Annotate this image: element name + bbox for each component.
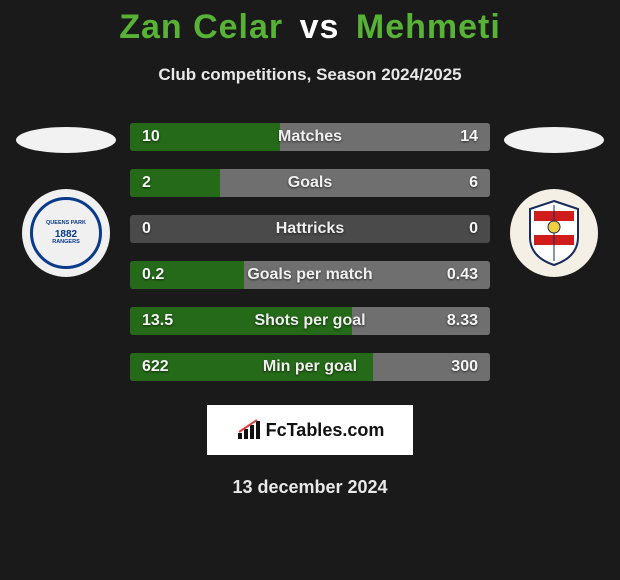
badge-year: 1882	[55, 229, 77, 240]
stat-label: Matches	[130, 123, 490, 151]
vs-text: vs	[300, 8, 340, 46]
stat-bar: Min per goal622 300	[130, 353, 490, 381]
stat-bar: Shots per goal13.5 8.33	[130, 307, 490, 335]
stat-value-left: 2	[142, 169, 151, 197]
stat-label: Hattricks	[130, 215, 490, 243]
stat-label: Min per goal	[130, 353, 490, 381]
stat-value-left: 10	[142, 123, 160, 151]
player2-ellipse	[504, 127, 604, 153]
content-row: QUEENS PARK 1882 RANGERS Matches10 14 Goal…	[0, 123, 620, 381]
stat-value-left: 0.2	[142, 261, 164, 289]
player1-club-badge: QUEENS PARK 1882 RANGERS	[22, 189, 110, 277]
fctables-logo-icon	[236, 419, 264, 441]
stat-bar: Goals per match0.2 0.43	[130, 261, 490, 289]
stat-bar: Goals2 6	[130, 169, 490, 197]
stat-value-right: 0	[469, 215, 478, 243]
footer-brand-box: FcTables.com	[207, 405, 413, 455]
stat-label: Shots per goal	[130, 307, 490, 335]
stat-bar: Hattricks0 0	[130, 215, 490, 243]
comparison-title: Zan Celar vs Mehmeti	[119, 8, 501, 47]
footer-brand-text: FcTables.com	[266, 420, 385, 441]
player1-name: Zan Celar	[119, 8, 283, 46]
stat-value-right: 14	[460, 123, 478, 151]
stat-value-right: 0.43	[447, 261, 478, 289]
stat-value-left: 0	[142, 215, 151, 243]
stats-column: Matches10 14 Goals2 6 Hattricks0 0 Goals per m…	[130, 123, 490, 381]
stat-value-right: 6	[469, 169, 478, 197]
subtitle: Club competitions, Season 2024/2025	[158, 65, 461, 85]
stat-value-left: 622	[142, 353, 169, 381]
left-column: QUEENS PARK 1882 RANGERS	[16, 123, 116, 277]
date-text: 13 december 2024	[232, 477, 387, 498]
stat-label: Goals per match	[130, 261, 490, 289]
badge-text-bottom: RANGERS	[52, 240, 80, 246]
player1-ellipse	[16, 127, 116, 153]
stat-value-right: 8.33	[447, 307, 478, 335]
crest-icon	[524, 199, 584, 267]
stat-bar: Matches10 14	[130, 123, 490, 151]
badge-text-top: QUEENS PARK	[46, 221, 86, 227]
stat-label: Goals	[130, 169, 490, 197]
right-column	[504, 123, 604, 277]
player2-name: Mehmeti	[356, 8, 501, 46]
player2-club-badge	[510, 189, 598, 277]
stat-value-left: 13.5	[142, 307, 173, 335]
stat-value-right: 300	[451, 353, 478, 381]
